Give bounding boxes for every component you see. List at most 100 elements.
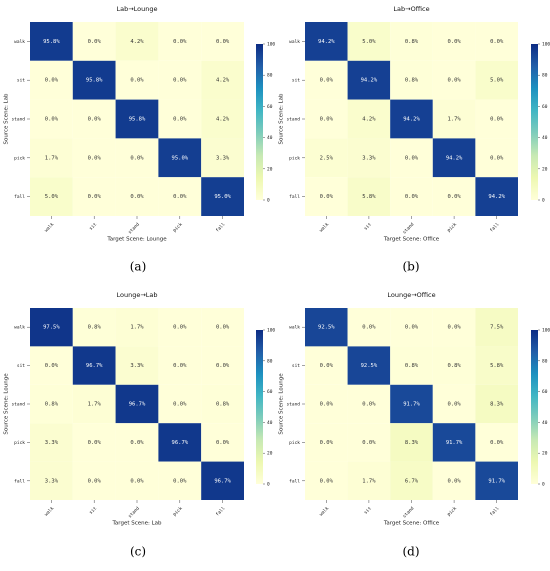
heatmap-cell (390, 22, 433, 61)
heatmap-cell (347, 22, 391, 61)
heatmap-cell (475, 308, 518, 347)
cell-value-label: 0.0% (447, 39, 461, 45)
heatmap-cell (305, 461, 348, 500)
heatmap-cell (347, 60, 391, 100)
colorbar-tick-label: 80 (542, 73, 548, 79)
colorbar-tick-label: 100 (542, 42, 550, 48)
heatmap-cell (475, 22, 518, 61)
heatmap-cell (115, 177, 159, 216)
cell-value-label: 0.0% (320, 363, 334, 369)
panel-title: Lab→Lounge (116, 5, 157, 13)
heatmap-cell (475, 177, 518, 216)
cell-value-label: 0.8% (405, 363, 419, 369)
heatmap-cell (201, 22, 244, 61)
colorbar-tick-label: 60 (267, 104, 273, 110)
cell-value-label: 5.8% (362, 194, 376, 200)
heatmap-cell (305, 177, 348, 216)
heatmap-cell (305, 346, 348, 385)
heatmap-cell (305, 423, 348, 462)
x-tick-label: stand (127, 505, 141, 519)
heatmap-cell (158, 99, 202, 139)
x-tick-label: walk (43, 221, 55, 233)
cell-value-label: 0.8% (405, 39, 419, 45)
cell-value-label: 0.0% (405, 155, 419, 161)
heatmap-cell (305, 99, 348, 139)
heatmap-panel-3: Lounge→Lab 97.5% 0.8% 1.7% 0.0% 0.0% 0.0% 96.7%… (4, 291, 276, 559)
heatmap-cell (432, 461, 476, 500)
y-tick-label: walk (14, 39, 25, 45)
heatmap-cell (158, 177, 202, 216)
cell-value-label: 0.8% (45, 402, 59, 408)
cell-value-label: 91.7% (488, 478, 505, 484)
y-tick-label: stand (286, 117, 300, 123)
y-tick-label: fall (289, 478, 300, 484)
cell-value-label: 4.2% (362, 117, 376, 123)
cell-value-label: 0.0% (320, 117, 334, 123)
y-tick-label: stand (11, 117, 25, 123)
x-tick-label: sit (363, 221, 373, 231)
heatmap-cell (432, 22, 476, 61)
heatmap-cell (72, 99, 116, 139)
x-tick-label: fall (215, 505, 227, 517)
y-tick-label: fall (289, 194, 300, 200)
colorbar-tick-label: 80 (267, 73, 273, 79)
cell-value-label: 0.0% (45, 363, 59, 369)
y-tick-label: fall (14, 194, 25, 200)
cell-value-label: 95.8% (129, 117, 146, 123)
cell-value-label: 95.8% (86, 78, 103, 84)
heatmap-cell (115, 308, 159, 347)
heatmap-cell (115, 138, 159, 178)
heatmap-cell (72, 22, 116, 61)
cell-value-label: 0.0% (173, 478, 187, 484)
cell-value-label: 0.0% (320, 402, 334, 408)
x-axis-label: Target Scene: Lab (111, 521, 162, 527)
cell-value-label: 94.2% (361, 78, 378, 84)
y-tick-label: stand (286, 402, 300, 408)
heatmap-cell (201, 138, 244, 178)
heatmap-cell (305, 138, 348, 178)
cell-value-label: 92.5% (318, 325, 335, 331)
panel-title: Lounge→Office (387, 291, 435, 299)
heatmap-cell (72, 423, 116, 462)
cell-value-label: 1.7% (130, 325, 144, 331)
heatmap-cell (72, 138, 116, 178)
cell-value-label: 0.8% (88, 325, 102, 331)
cell-value-label: 7.5% (490, 325, 504, 331)
cell-value-label: 0.0% (405, 325, 419, 331)
heatmap-cell (475, 461, 518, 500)
colorbar-tick-label: 20 (267, 451, 273, 457)
cell-value-label: 0.0% (130, 78, 144, 84)
heatmap-panel-1: Lab→Lounge 95.8% 0.0% 4.2% 0.0% 0.0% 0.0% 95.8%… (4, 5, 276, 274)
cell-value-label: 1.7% (45, 155, 59, 161)
colorbar-tick-label: 0 (542, 198, 545, 204)
cell-value-label: 5.8% (490, 363, 504, 369)
cell-value-label: 0.0% (320, 194, 334, 200)
heatmap-cell (115, 60, 159, 100)
heatmap-cell (158, 423, 202, 462)
cell-value-label: 91.7% (446, 440, 463, 446)
cell-value-label: 0.0% (173, 194, 187, 200)
cell-value-label: 0.0% (88, 478, 102, 484)
colorbar-tick-label: 20 (542, 451, 548, 457)
cell-value-label: 0.0% (88, 39, 102, 45)
cell-value-label: 1.7% (88, 402, 102, 408)
colorbar-tick-label: 20 (267, 166, 273, 172)
colorbar-tick-label: 40 (542, 420, 548, 426)
cell-value-label: 5.0% (362, 39, 376, 45)
heatmap-cell (115, 99, 159, 139)
cell-value-label: 0.0% (447, 325, 461, 331)
cell-value-label: 0.0% (362, 440, 376, 446)
heatmap-cell (347, 346, 391, 385)
cell-value-label: 96.7% (214, 478, 231, 484)
cell-value-label: 3.3% (45, 478, 59, 484)
y-tick-label: fall (14, 478, 25, 484)
heatmap-cell (475, 346, 518, 385)
cell-value-label: 0.0% (130, 155, 144, 161)
colorbar-tick-label: 80 (542, 358, 548, 364)
panel-title: Lounge→Lab (116, 291, 157, 299)
cell-value-label: 5.0% (45, 194, 59, 200)
cell-value-label: 0.0% (405, 194, 419, 200)
heatmap-cell (390, 384, 433, 424)
y-tick-label: sit (17, 363, 25, 369)
cell-value-label: 0.0% (216, 440, 230, 446)
